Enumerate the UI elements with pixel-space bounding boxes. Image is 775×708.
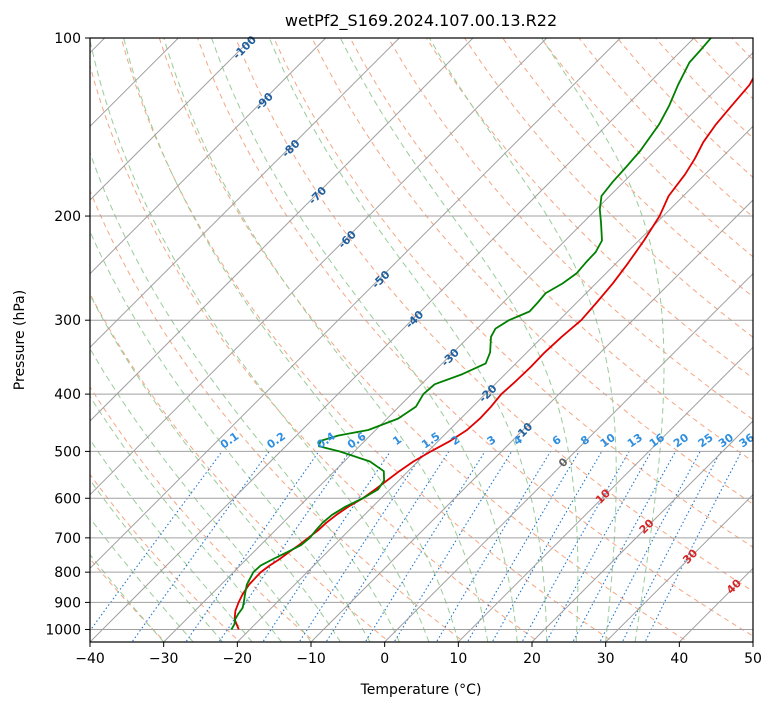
moist-adiabat	[90, 395, 282, 642]
y-axis-ticks: 1000 900 800 700 600 500 400 300 200 100	[45, 31, 90, 638]
isotherm-line	[384, 272, 753, 642]
mixing-ratio-line	[298, 451, 425, 642]
background-lines	[90, 38, 753, 642]
mixing-ratio-line	[435, 451, 552, 642]
x-tick-label: −30	[149, 651, 179, 667]
moist-adiabat	[90, 517, 194, 642]
moist-adiabat	[90, 38, 430, 642]
moist-adiabat	[163, 38, 489, 642]
series-lines	[230, 38, 753, 630]
isotherm-line	[310, 199, 753, 642]
mixing-ratio-line	[393, 451, 513, 642]
moist-adiabat	[339, 38, 579, 642]
mixing-ratio-line	[262, 451, 391, 642]
y-tick-label: 500	[54, 444, 81, 460]
moist-adiabat	[211, 38, 518, 642]
isotherm-line	[90, 38, 548, 496]
temperature-line	[233, 76, 753, 630]
dry-adiabat	[387, 38, 753, 421]
mixing-ratio-line	[218, 451, 351, 642]
mixing-ratio-line	[185, 451, 320, 642]
y-tick-label: 900	[54, 595, 81, 611]
dry-adiabat	[90, 63, 540, 642]
moist-adiabat	[123, 38, 459, 642]
mixing-ratio-line	[466, 451, 580, 642]
y-axis-label: Pressure (hPa)	[12, 290, 28, 390]
dry-adiabat	[273, 38, 753, 548]
mixing-ratio-line	[599, 451, 701, 642]
dry-adiabat	[196, 38, 753, 637]
mixing-ratio-line	[621, 451, 722, 642]
moist-adiabat	[90, 293, 341, 642]
moist-adiabat	[90, 553, 165, 642]
x-tick-label: 10	[449, 651, 467, 667]
mixing-ratio-line	[325, 451, 450, 642]
moist-adiabat	[90, 230, 371, 642]
dewpoint-line	[230, 38, 712, 630]
moist-adiabat	[268, 38, 548, 642]
isotherm-line	[90, 38, 474, 422]
moist-adiabat	[90, 438, 253, 642]
isotherm-line	[163, 51, 753, 642]
x-tick-label: −20	[223, 651, 253, 667]
x-tick-label: −10	[296, 651, 326, 667]
y-tick-label: 200	[54, 209, 81, 225]
mixing-ratio-line	[572, 451, 676, 642]
dry-adiabat	[90, 189, 465, 642]
mixing-ratio-line	[131, 451, 270, 642]
moist-adiabat	[541, 38, 665, 642]
dry-adiabat	[311, 38, 753, 505]
x-tick-label: 40	[670, 651, 688, 667]
dry-adiabat	[502, 38, 753, 298]
x-tick-label: 0	[380, 651, 389, 667]
isotherm-line	[90, 38, 327, 275]
dry-adiabat	[235, 38, 753, 592]
chart-title: wetPf2_S169.2024.107.00.13.R22	[285, 11, 557, 31]
y-tick-label: 1000	[45, 622, 81, 638]
isotherm-line	[605, 493, 753, 642]
isotherm-line	[90, 38, 253, 201]
moist-adiabat	[90, 479, 223, 642]
x-axis-label: Temperature (°C)	[360, 682, 482, 698]
y-tick-label: 400	[54, 387, 81, 403]
mixing-ratio-line	[90, 451, 223, 632]
isotherm-line	[236, 125, 753, 642]
x-tick-label: 20	[523, 651, 541, 667]
mixing-ratio-line	[545, 451, 652, 642]
moist-adiabat	[428, 38, 617, 642]
y-tick-label: 800	[54, 565, 81, 581]
y-tick-label: 600	[54, 491, 81, 507]
y-tick-label: 700	[54, 531, 81, 547]
moist-adiabat	[90, 151, 400, 642]
isotherm-line	[90, 38, 695, 642]
x-axis-ticks: −40 −30 −20 −10 0 10 20 30 40 50	[75, 642, 762, 667]
isotherm-line	[457, 346, 753, 642]
isotherm-line	[531, 420, 753, 642]
mixing-ratio-line	[364, 451, 486, 642]
x-tick-label: 30	[597, 651, 615, 667]
x-tick-label: −40	[75, 651, 105, 667]
y-tick-label: 100	[54, 31, 81, 47]
plot-frame	[89, 37, 754, 643]
y-tick-label: 300	[54, 313, 81, 329]
x-tick-label: 50	[744, 651, 762, 667]
isotherm-line	[90, 38, 621, 570]
isotherm-line	[90, 38, 400, 349]
